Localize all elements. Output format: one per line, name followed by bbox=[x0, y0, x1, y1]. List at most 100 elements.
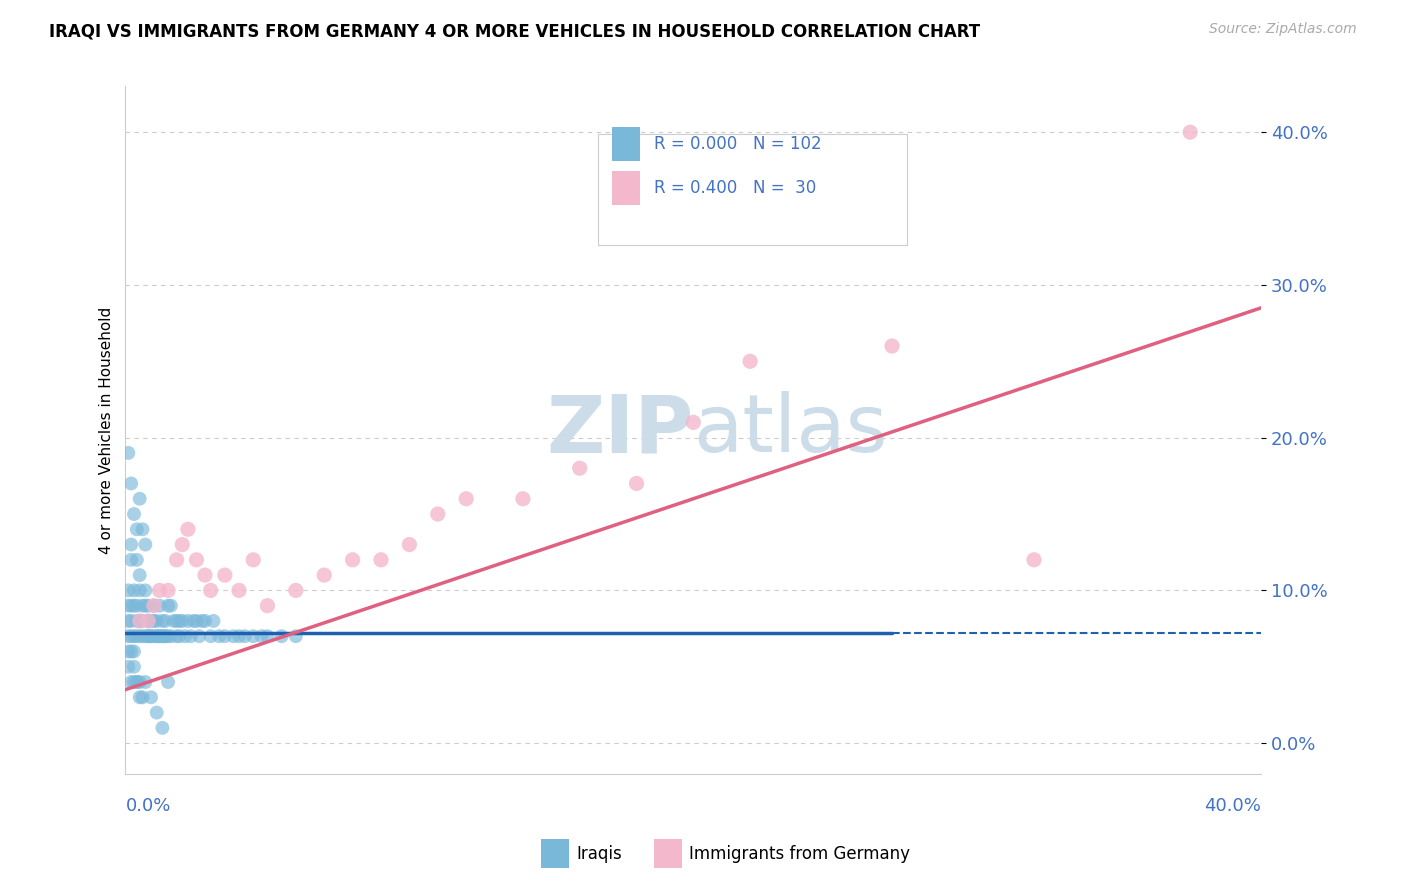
Point bbox=[183, 614, 205, 628]
Point bbox=[120, 629, 142, 643]
Point bbox=[157, 675, 180, 690]
Point bbox=[125, 629, 148, 643]
Point bbox=[145, 629, 167, 643]
Point bbox=[128, 614, 150, 628]
Point bbox=[214, 629, 236, 643]
Point bbox=[122, 583, 145, 598]
Point bbox=[117, 659, 139, 673]
Text: atlas: atlas bbox=[693, 391, 887, 469]
Point bbox=[142, 599, 165, 613]
Point bbox=[148, 583, 170, 598]
Point bbox=[142, 614, 165, 628]
Point bbox=[125, 599, 148, 613]
Point bbox=[228, 583, 250, 598]
Point bbox=[117, 583, 139, 598]
Point bbox=[125, 675, 148, 690]
Point bbox=[157, 629, 180, 643]
Point bbox=[194, 568, 217, 582]
Point bbox=[200, 583, 222, 598]
Point bbox=[139, 629, 162, 643]
Point bbox=[214, 568, 236, 582]
Point bbox=[270, 629, 292, 643]
Point bbox=[120, 644, 142, 658]
Point bbox=[370, 553, 392, 567]
Point bbox=[117, 446, 139, 460]
Point bbox=[256, 629, 278, 643]
Point bbox=[160, 599, 183, 613]
Point bbox=[136, 629, 159, 643]
Point bbox=[738, 354, 761, 368]
Point bbox=[145, 614, 167, 628]
Text: Source: ZipAtlas.com: Source: ZipAtlas.com bbox=[1209, 22, 1357, 37]
Point bbox=[122, 599, 145, 613]
Point bbox=[150, 629, 173, 643]
Text: 40.0%: 40.0% bbox=[1205, 797, 1261, 814]
Point bbox=[128, 690, 150, 705]
Point bbox=[122, 644, 145, 658]
Point bbox=[1178, 125, 1201, 139]
Point bbox=[208, 629, 231, 643]
Y-axis label: 4 or more Vehicles in Household: 4 or more Vehicles in Household bbox=[100, 306, 114, 554]
Point bbox=[284, 629, 307, 643]
Point bbox=[136, 629, 159, 643]
Point bbox=[284, 583, 307, 598]
Point bbox=[142, 599, 165, 613]
Point bbox=[163, 614, 186, 628]
Point bbox=[125, 614, 148, 628]
Point bbox=[155, 629, 177, 643]
Point bbox=[202, 614, 225, 628]
Point bbox=[122, 629, 145, 643]
Point bbox=[150, 629, 173, 643]
Point bbox=[142, 629, 165, 643]
Point bbox=[626, 476, 648, 491]
Point bbox=[160, 629, 183, 643]
Point bbox=[122, 507, 145, 521]
Point bbox=[122, 659, 145, 673]
Point bbox=[250, 629, 273, 643]
Point bbox=[1022, 553, 1045, 567]
Point bbox=[166, 614, 188, 628]
Text: ZIP: ZIP bbox=[546, 391, 693, 469]
Point bbox=[174, 629, 197, 643]
Point bbox=[120, 553, 142, 567]
Point bbox=[131, 629, 153, 643]
Point bbox=[157, 583, 180, 598]
Point bbox=[222, 629, 245, 643]
Point bbox=[169, 614, 191, 628]
Point bbox=[145, 706, 167, 720]
Point bbox=[242, 629, 264, 643]
Point bbox=[148, 629, 170, 643]
Point bbox=[120, 537, 142, 551]
Point bbox=[880, 339, 903, 353]
Point bbox=[186, 553, 208, 567]
Point bbox=[128, 629, 150, 643]
Point bbox=[150, 614, 173, 628]
Point bbox=[120, 614, 142, 628]
Point bbox=[155, 614, 177, 628]
Point bbox=[136, 614, 159, 628]
Point bbox=[117, 614, 139, 628]
Point bbox=[134, 537, 156, 551]
Point bbox=[136, 614, 159, 628]
Point bbox=[120, 476, 142, 491]
Point bbox=[125, 553, 148, 567]
Point bbox=[180, 629, 202, 643]
Point bbox=[233, 629, 256, 643]
Point bbox=[148, 629, 170, 643]
Point bbox=[120, 675, 142, 690]
Text: R = 0.000   N = 102: R = 0.000 N = 102 bbox=[654, 135, 821, 153]
Point bbox=[131, 614, 153, 628]
Point bbox=[134, 675, 156, 690]
Point bbox=[191, 614, 214, 628]
Text: Immigrants from Germany: Immigrants from Germany bbox=[689, 845, 910, 863]
Point bbox=[128, 568, 150, 582]
Point bbox=[128, 614, 150, 628]
Point bbox=[166, 553, 188, 567]
Point bbox=[139, 690, 162, 705]
Point bbox=[398, 537, 420, 551]
Point bbox=[139, 629, 162, 643]
Point bbox=[117, 629, 139, 643]
Point bbox=[128, 675, 150, 690]
Point bbox=[568, 461, 591, 475]
Point bbox=[256, 599, 278, 613]
